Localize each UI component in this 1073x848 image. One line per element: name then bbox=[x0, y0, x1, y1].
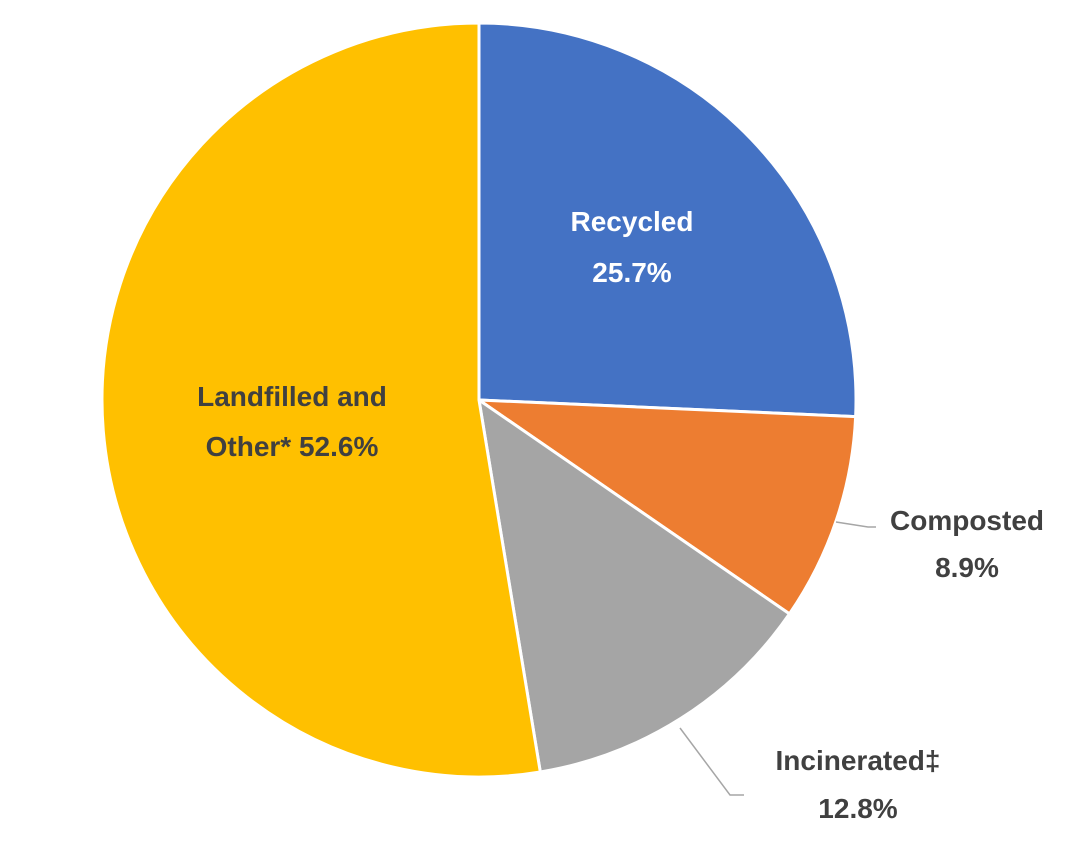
slice-label-composted-name: Composted bbox=[890, 505, 1044, 536]
leader-line-composted bbox=[835, 521, 876, 528]
slice-label-incinerated: Incinerated‡ 12.8% bbox=[776, 745, 941, 824]
pie-slice-incinerated bbox=[477, 398, 791, 774]
pie-slice-recycled bbox=[477, 21, 858, 419]
slice-label-landfilled-name: Landfilled and bbox=[197, 381, 387, 412]
slice-label-landfilled: Landfilled and Other* 52.6% bbox=[197, 381, 387, 462]
pie-slice-landfilled bbox=[100, 21, 542, 779]
slice-label-incinerated-name: Incinerated‡ bbox=[776, 745, 941, 776]
pie-slices bbox=[100, 21, 858, 779]
slice-label-landfilled-value: Other* 52.6% bbox=[206, 431, 379, 462]
slice-label-recycled-value: 25.7% bbox=[592, 257, 671, 288]
slice-label-composted-value: 8.9% bbox=[935, 552, 999, 583]
slice-label-recycled-name: Recycled bbox=[571, 206, 694, 237]
leader-lines bbox=[679, 521, 876, 796]
slice-label-incinerated-value: 12.8% bbox=[818, 793, 897, 824]
slice-label-recycled: Recycled 25.7% bbox=[571, 206, 694, 288]
leader-line-incinerated bbox=[679, 727, 744, 796]
pie-slice-composted bbox=[477, 398, 858, 616]
slice-label-composted: Composted 8.9% bbox=[890, 505, 1044, 583]
